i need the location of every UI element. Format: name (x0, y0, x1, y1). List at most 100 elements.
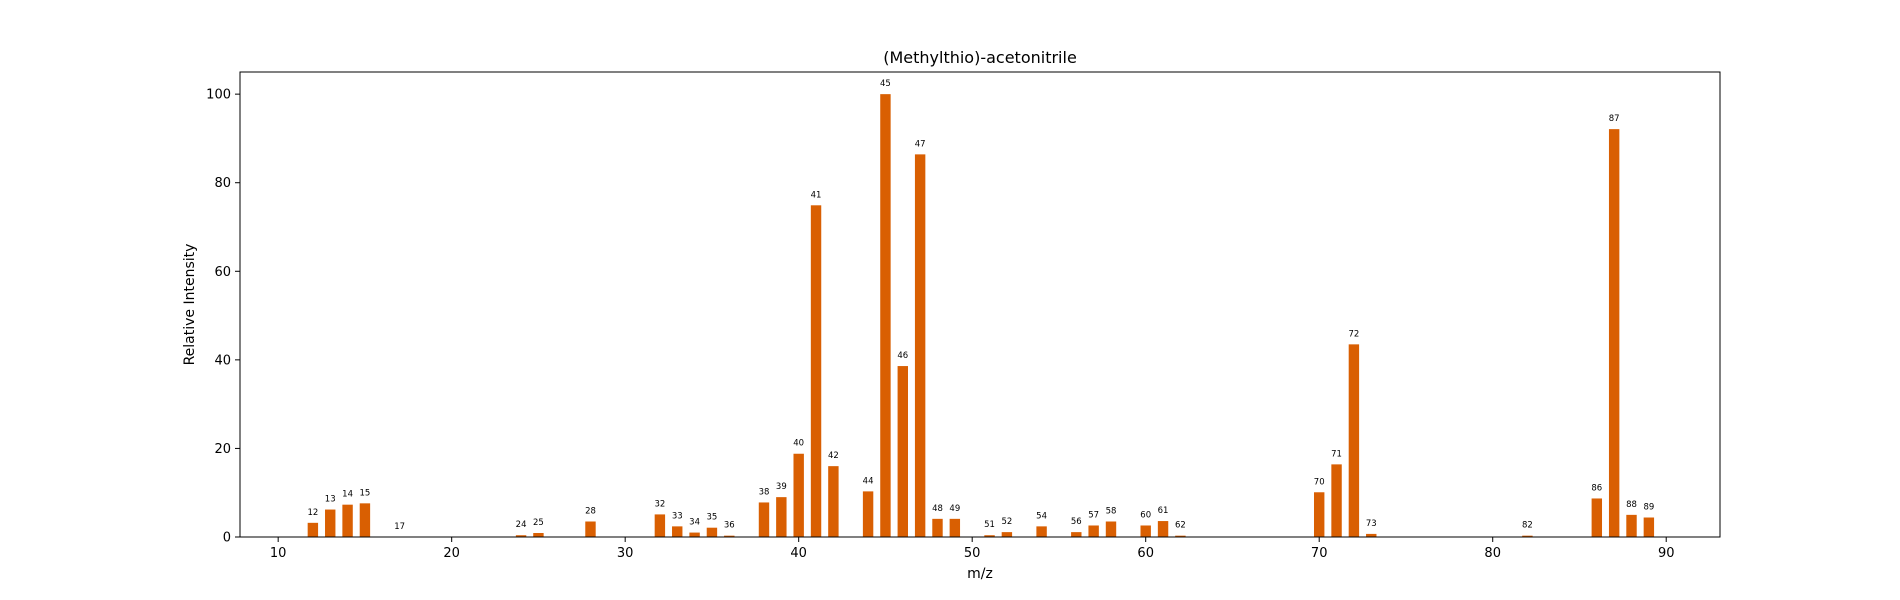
bar-mz-82 (1522, 535, 1533, 537)
x-tick-label-50: 50 (964, 546, 981, 561)
data-labels-group: 12 13 14 15 17 24 25 28 32 33 34 35 36 38 39 40 41 42 44 45… (307, 79, 1654, 532)
data-label-mz-39: 39 (776, 482, 787, 492)
data-label-mz-38: 38 (759, 487, 770, 497)
bar-mz-40 (793, 453, 804, 537)
data-label-mz-48: 48 (932, 504, 943, 514)
bar-mz-41 (810, 205, 822, 538)
data-label-mz-17: 17 (394, 522, 405, 532)
data-label-mz-58: 58 (1106, 507, 1117, 517)
bar-mz-34 (689, 532, 700, 537)
y-tick-label-40: 40 (214, 353, 231, 368)
bar-mz-60 (1140, 525, 1151, 537)
bar-mz-49 (949, 518, 961, 537)
x-axis-label: m/z (967, 566, 993, 582)
x-tick-label-90: 90 (1658, 546, 1675, 561)
data-label-mz-36: 36 (724, 521, 735, 531)
data-label-mz-33: 33 (672, 511, 683, 521)
data-label-mz-12: 12 (307, 508, 318, 518)
chart-title: (Methylthio)-acetonitrile (883, 48, 1077, 67)
bar-mz-28 (585, 521, 596, 537)
bar-mz-14 (342, 504, 353, 537)
bar-mz-38 (758, 502, 770, 537)
data-label-mz-34: 34 (689, 518, 700, 528)
bar-mz-51 (984, 535, 995, 537)
data-label-mz-46: 46 (897, 351, 908, 361)
bar-mz-58 (1105, 521, 1117, 537)
data-label-mz-24: 24 (516, 520, 527, 530)
bar-mz-13 (325, 509, 336, 537)
x-tick-label-10: 10 (270, 546, 287, 561)
bar-mz-35 (706, 527, 718, 537)
bar-mz-73 (1366, 533, 1377, 537)
bar-mz-71 (1331, 464, 1342, 537)
data-label-mz-86: 86 (1591, 483, 1602, 493)
data-label-mz-72: 72 (1348, 329, 1359, 339)
x-tick-label-60: 60 (1137, 546, 1154, 561)
bar-mz-57 (1088, 525, 1099, 537)
bar-mz-15 (359, 503, 371, 537)
plot-frame (239, 71, 1721, 538)
bars-group (307, 94, 1655, 538)
y-tick-label-0: 0 (223, 531, 231, 546)
bar-mz-86 (1591, 498, 1603, 537)
bar-mz-70 (1313, 492, 1325, 537)
data-label-mz-89: 89 (1643, 503, 1654, 513)
y-tick-label-80: 80 (214, 176, 231, 191)
data-label-mz-45: 45 (880, 79, 891, 89)
y-axis-ticks: 0 20 40 60 80 100 (206, 88, 240, 546)
data-label-mz-35: 35 (707, 513, 718, 523)
bar-mz-24 (515, 535, 527, 537)
y-axis-label: Relative Intensity (182, 244, 198, 366)
data-label-mz-54: 54 (1036, 511, 1047, 521)
x-axis-ticks: 10 20 30 40 50 60 70 80 90 (270, 537, 1675, 561)
data-label-mz-41: 41 (811, 190, 822, 200)
y-tick-label-20: 20 (214, 442, 231, 457)
bar-mz-89 (1643, 517, 1655, 537)
bar-mz-52 (1001, 532, 1013, 537)
data-label-mz-87: 87 (1609, 114, 1620, 124)
data-label-mz-52: 52 (1001, 517, 1012, 527)
bar-mz-61 (1157, 521, 1169, 537)
bar-mz-46 (897, 366, 908, 537)
bar-mz-62 (1175, 535, 1186, 537)
bar-mz-33 (672, 526, 683, 537)
data-label-mz-62: 62 (1175, 521, 1186, 531)
data-label-mz-25: 25 (533, 518, 544, 528)
data-label-mz-70: 70 (1314, 477, 1325, 487)
data-label-mz-51: 51 (984, 520, 995, 530)
bar-mz-48 (932, 518, 943, 537)
data-label-mz-82: 82 (1522, 521, 1533, 531)
bar-mz-25 (533, 533, 544, 537)
data-label-mz-60: 60 (1140, 510, 1151, 520)
data-label-mz-28: 28 (585, 507, 596, 517)
x-tick-label-30: 30 (617, 546, 634, 561)
x-tick-label-20: 20 (443, 546, 460, 561)
x-tick-label-40: 40 (790, 546, 807, 561)
data-label-mz-57: 57 (1088, 510, 1099, 520)
bar-mz-44 (862, 491, 874, 537)
y-tick-label-100: 100 (206, 88, 231, 103)
bar-mz-56 (1071, 532, 1082, 537)
bar-mz-45 (880, 94, 891, 538)
bar-mz-32 (654, 514, 666, 537)
bar-mz-12 (307, 522, 319, 537)
data-label-mz-14: 14 (342, 490, 353, 500)
data-label-mz-47: 47 (915, 139, 926, 149)
data-label-mz-44: 44 (863, 476, 874, 486)
y-tick-label-60: 60 (214, 265, 231, 280)
bar-mz-87 (1608, 129, 1620, 537)
data-label-mz-13: 13 (325, 495, 336, 505)
data-label-mz-32: 32 (654, 499, 665, 509)
bar-mz-47 (914, 154, 926, 537)
bar-mz-39 (776, 497, 787, 537)
bar-mz-36 (724, 535, 735, 537)
bar-mz-72 (1348, 344, 1360, 537)
data-label-mz-40: 40 (793, 439, 804, 449)
data-label-mz-71: 71 (1331, 449, 1342, 459)
bar-mz-42 (828, 466, 839, 537)
data-label-mz-42: 42 (828, 451, 839, 461)
data-label-mz-61: 61 (1158, 506, 1169, 516)
bar-mz-88 (1626, 514, 1637, 537)
